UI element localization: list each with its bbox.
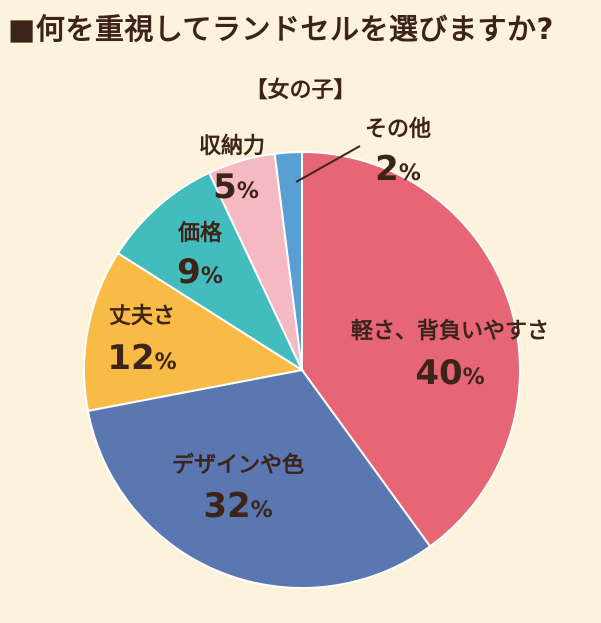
chart-subtitle: 【女の子】 (245, 78, 356, 103)
slice-value-label: 5% (213, 167, 259, 207)
slice-value-label: 40% (415, 353, 484, 393)
slice-label: その他 (365, 117, 431, 142)
slice-label: 軽さ、背負いやすさ (351, 318, 549, 344)
pie-slice (86, 368, 432, 589)
pie-slice (273, 150, 303, 371)
slice-label: 価格 (177, 220, 223, 246)
pie-slice (83, 251, 305, 413)
pie-slice (116, 171, 305, 373)
slice-value-label: 32% (203, 486, 272, 526)
pie-slice (301, 150, 522, 548)
slice-label: デザインや色 (172, 452, 304, 478)
chart-title: ■何を重視してランドセルを選びますか? (8, 12, 554, 46)
slice-value-label: 12% (107, 338, 176, 378)
slice-label: 収納力 (199, 133, 265, 159)
slice-value-label: 9% (177, 252, 223, 292)
slice-value-label: 2% (375, 149, 421, 189)
leader-line (295, 145, 361, 183)
slice-label: 丈夫さ (109, 304, 175, 329)
